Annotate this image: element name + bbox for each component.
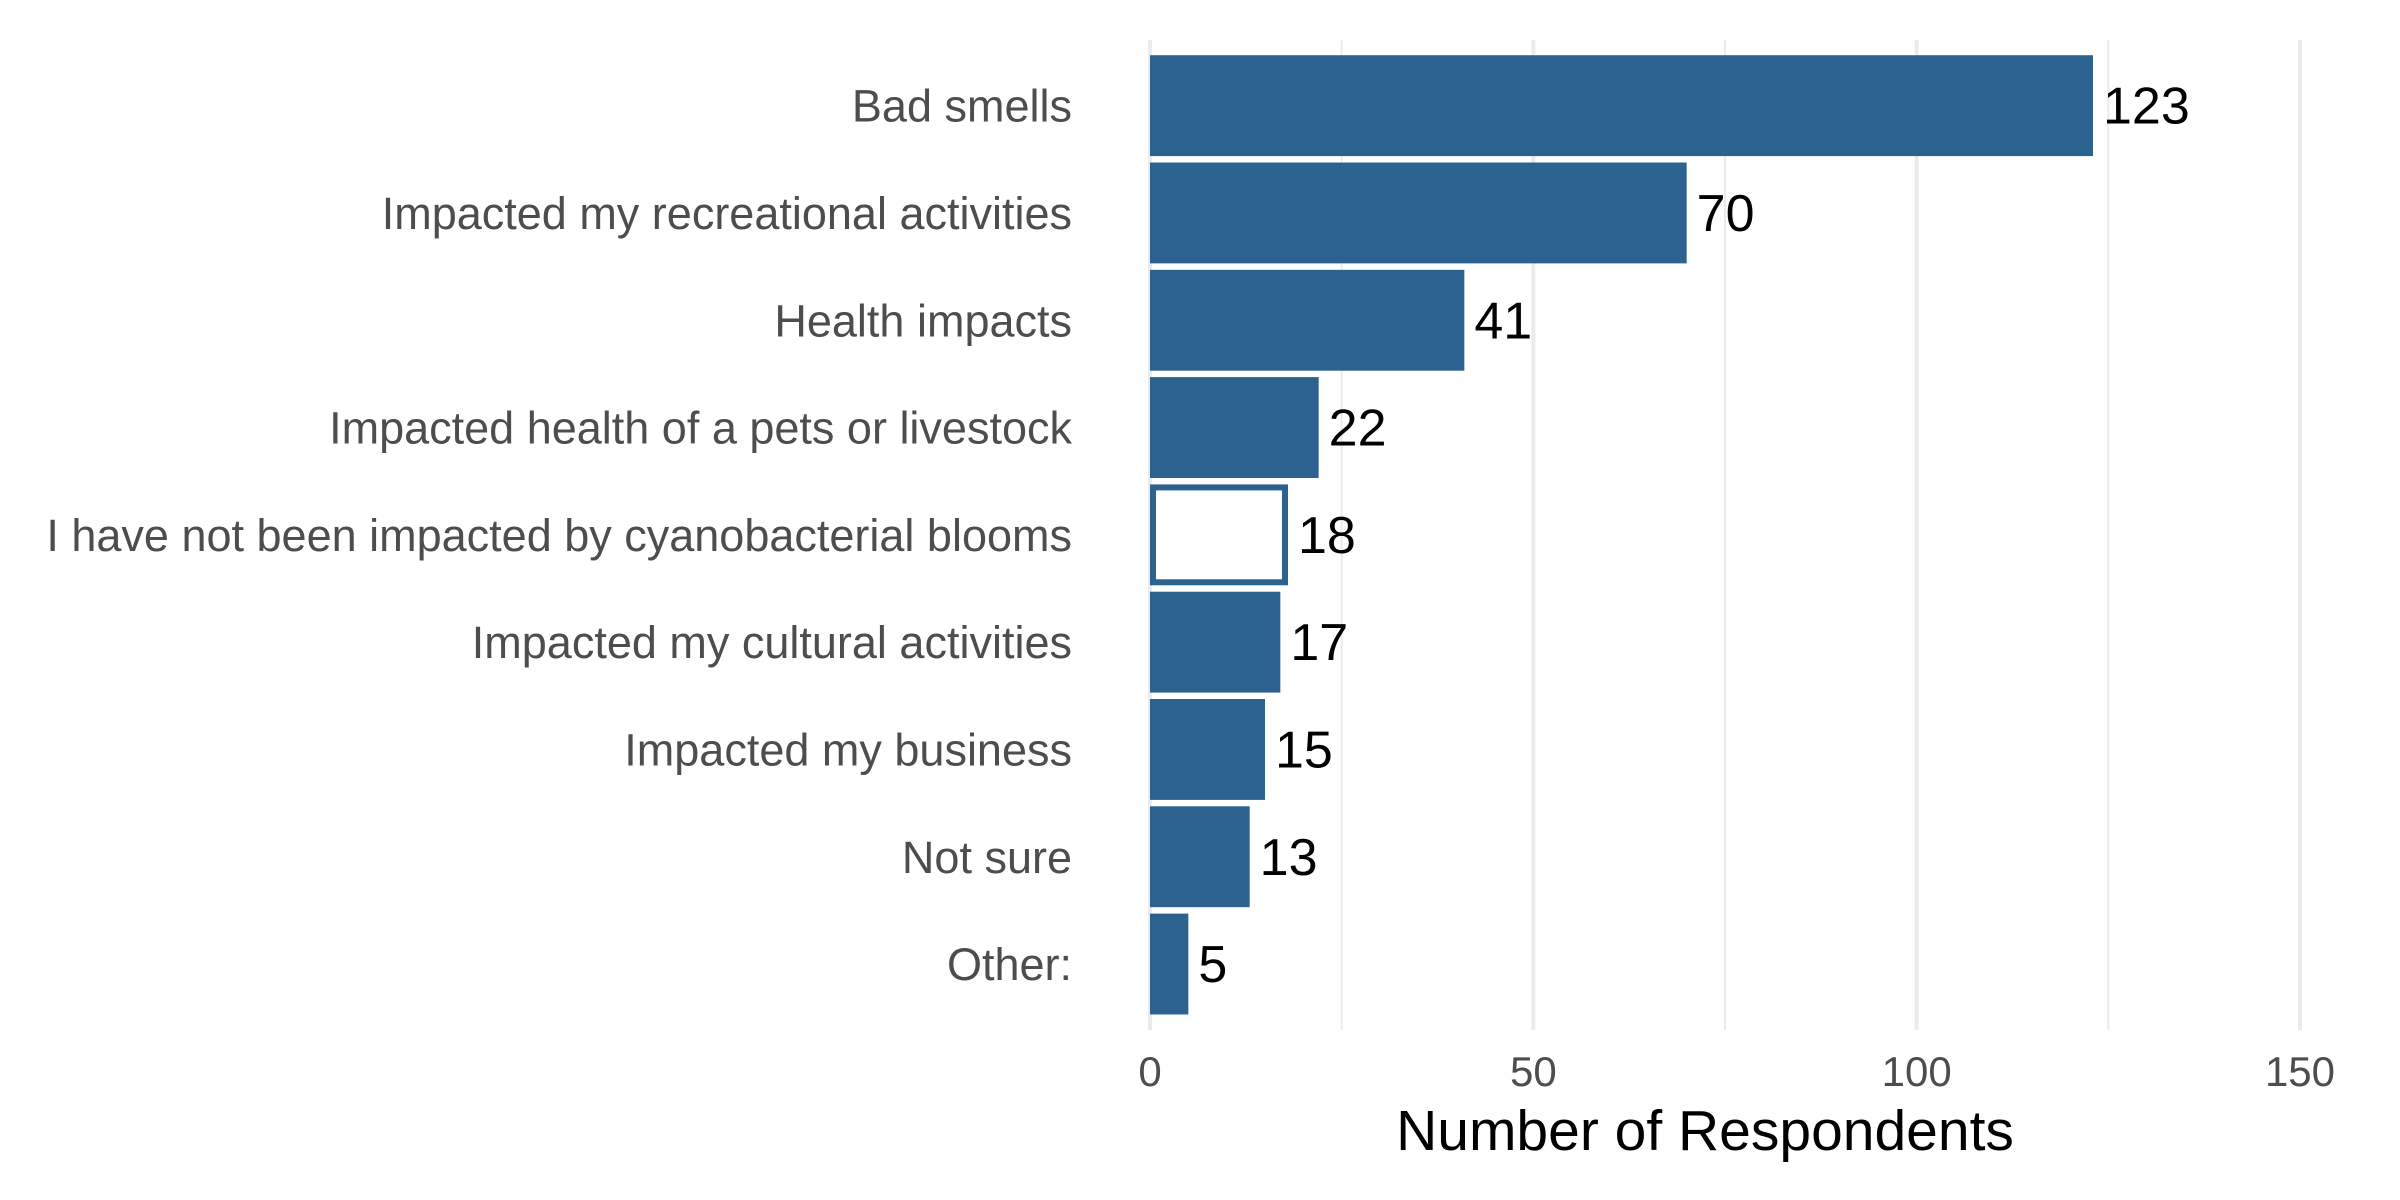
category-label: Impacted health of a pets or livestock bbox=[329, 403, 1072, 454]
bars bbox=[1150, 55, 2093, 1015]
data-label: 18 bbox=[1298, 507, 1356, 565]
bar bbox=[1150, 484, 1288, 586]
category-label: Bad smells bbox=[852, 81, 1072, 132]
data-labels: 123 70 41 22 18 17 15 13 5 bbox=[1198, 78, 2189, 994]
category-label: Other: bbox=[947, 939, 1072, 990]
data-label: 22 bbox=[1329, 400, 1387, 458]
data-label: 13 bbox=[1260, 829, 1318, 887]
data-label: 123 bbox=[2103, 78, 2190, 136]
x-tick-label: 150 bbox=[2265, 1048, 2335, 1095]
category-label: Impacted my business bbox=[624, 724, 1072, 775]
category-label: Not sure bbox=[902, 832, 1072, 883]
x-axis-ticks: 0 50 100 150 bbox=[1138, 1048, 2335, 1095]
category-label: Impacted my recreational activities bbox=[382, 188, 1072, 239]
bar bbox=[1150, 806, 1250, 908]
x-axis-title: Number of Respondents bbox=[1396, 1099, 2014, 1163]
bar bbox=[1150, 377, 1319, 478]
bar bbox=[1150, 591, 1281, 693]
bar bbox=[1150, 55, 2093, 157]
data-label: 15 bbox=[1275, 721, 1333, 779]
bar bbox=[1150, 162, 1687, 264]
category-label: Impacted my cultural activities bbox=[472, 617, 1072, 668]
bar bbox=[1150, 913, 1189, 1015]
bar bbox=[1150, 269, 1465, 371]
x-tick-label: 50 bbox=[1510, 1048, 1557, 1095]
category-label: Health impacts bbox=[774, 295, 1072, 346]
x-tick-label: 0 bbox=[1138, 1048, 1161, 1095]
data-label: 70 bbox=[1697, 185, 1755, 243]
x-tick-label: 100 bbox=[1882, 1048, 1952, 1095]
data-label: 41 bbox=[1474, 292, 1532, 350]
data-label: 17 bbox=[1290, 614, 1348, 672]
bar bbox=[1150, 699, 1265, 800]
category-label: I have not been impacted by cyanobacteri… bbox=[46, 510, 1072, 561]
data-label: 5 bbox=[1198, 936, 1227, 994]
category-labels: Bad smells Impacted my recreational activ… bbox=[46, 81, 1072, 990]
